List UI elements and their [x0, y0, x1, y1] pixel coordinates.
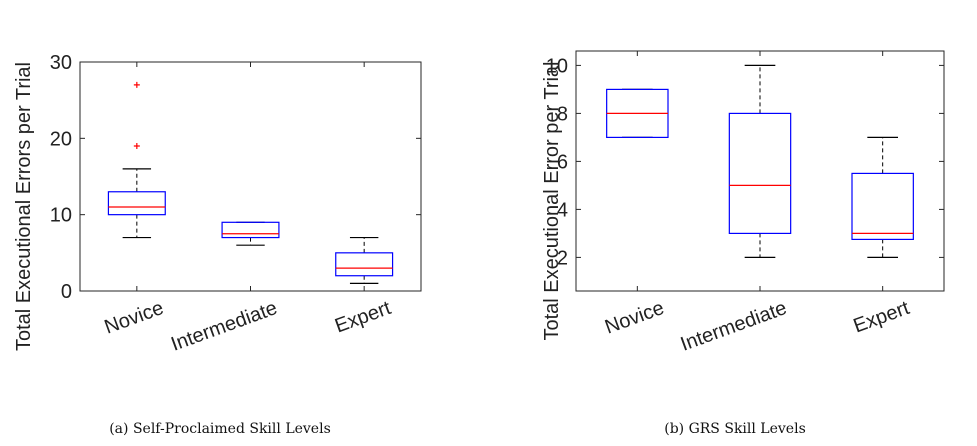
box-iqr [107, 191, 166, 216]
x-category-label: Novice [602, 297, 667, 339]
y-tick-label: 10 [50, 205, 72, 227]
box-intermediate [221, 221, 280, 246]
subfigure-caption: (b) GRS Skill Levels [664, 421, 806, 437]
x-category-label: Novice [102, 297, 167, 339]
subfigure-caption: (a) Self-Proclaimed Skill Levels [109, 421, 331, 437]
y-tick-label: 8 [557, 103, 568, 125]
box-novice [107, 81, 166, 239]
plot-frame [79, 61, 422, 292]
y-axis-title: Total Executional Error per Trial [541, 61, 563, 340]
outlier-point [133, 142, 140, 149]
box-iqr [851, 172, 914, 240]
chart-panel-b: 2 4 6 8 10 Novice Intermediate Expert Total Exec… [541, 50, 945, 437]
x-category-label: Expert [851, 297, 913, 338]
y-tick-label: 0 [61, 281, 72, 303]
x-category-label: Intermediate [168, 297, 280, 356]
y-tick-label: 30 [50, 52, 72, 74]
x-category-label: Expert [332, 297, 394, 338]
y-axis-title: Total Executional Errors per Trial [13, 62, 35, 351]
chart-panel-a: 0 10 20 30 Novice Intermediate Expert Total Exe… [13, 52, 422, 437]
box-iqr [728, 112, 792, 235]
y-tick-label: 6 [557, 151, 568, 173]
y-tick-label: 2 [557, 247, 568, 269]
box-expert [335, 236, 394, 284]
y-tick-label: 4 [557, 199, 568, 221]
y-tick-label: 10 [546, 55, 568, 77]
box-novice [606, 88, 669, 139]
box-intermediate [728, 64, 792, 258]
x-category-label: Intermediate [678, 297, 790, 356]
box-iqr [335, 252, 394, 277]
box-expert [851, 136, 914, 258]
outlier-point [133, 81, 140, 88]
y-tick-label: 20 [50, 128, 72, 150]
box-iqr [221, 221, 280, 239]
